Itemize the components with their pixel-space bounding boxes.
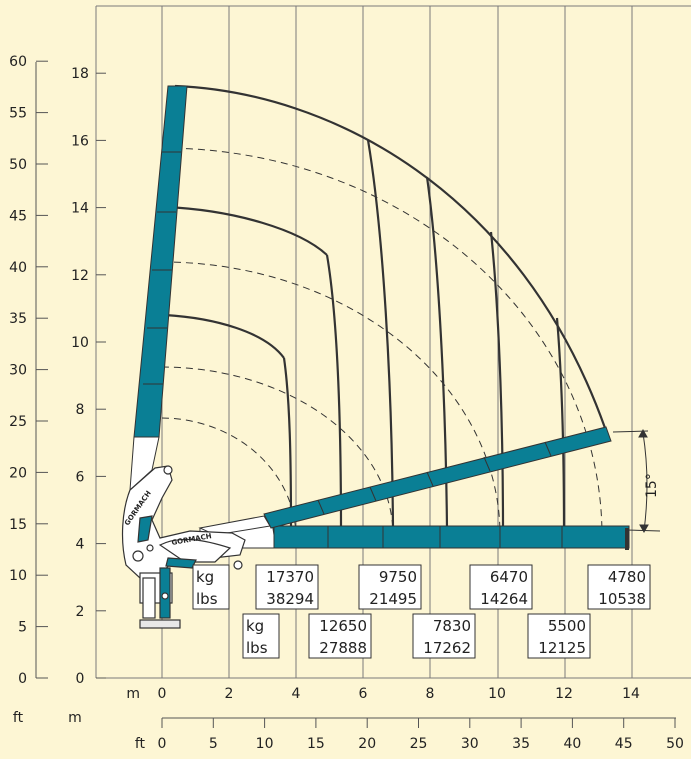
ft-left-tick: 10 — [9, 568, 27, 584]
load-boxes: 17370 38294 12650 27888 9750 21495 7830 17262 64… — [255, 564, 651, 659]
dashed-arcs — [161, 147, 603, 536]
m-bottom-tick: 2 — [225, 686, 234, 702]
ft-bottom-tick: 35 — [512, 736, 530, 752]
angled-boom — [198, 426, 612, 536]
m-left-tick: 4 — [76, 537, 85, 553]
unit-box-2: kg lbs — [242, 613, 280, 659]
load-kg: 6470 — [490, 568, 528, 586]
m-bottom-tick: 10 — [488, 686, 506, 702]
vertical-3 — [366, 139, 395, 531]
m-bottom-label: m — [126, 686, 140, 702]
load-kg: 5500 — [548, 617, 586, 635]
ft-left-label: ft — [13, 710, 24, 726]
unit-kg-2: kg — [246, 617, 264, 635]
m-left-tick: 2 — [76, 604, 85, 620]
ft-left-tick: 20 — [9, 465, 27, 481]
ft-bottom-tick: 25 — [410, 736, 428, 752]
vertical-6 — [555, 317, 566, 531]
ft-left-tick: 30 — [9, 363, 27, 379]
ft-bottom-tick: 40 — [563, 736, 581, 752]
m-bottom-tick: 6 — [359, 686, 368, 702]
ft-left-tick: 15 — [9, 517, 27, 533]
machine-body — [121, 465, 246, 629]
dashed-arc-4 — [161, 147, 603, 536]
vertical-2 — [325, 254, 343, 531]
unit-lbs-2: lbs — [246, 639, 268, 657]
vertical-1 — [282, 357, 293, 531]
solid-arc-outer — [174, 84, 607, 429]
m-left-tick: 6 — [76, 469, 85, 485]
load-lbs: 12125 — [538, 639, 586, 657]
ft-left-tick: 5 — [18, 620, 27, 636]
load-box: 5500 12125 — [527, 613, 591, 659]
load-box: 12650 27888 — [308, 613, 372, 659]
unit-kg-1: kg — [196, 568, 214, 586]
m-left-tick: 14 — [71, 201, 89, 217]
ft-bottom-tick: 5 — [209, 736, 218, 752]
load-lbs: 17262 — [423, 639, 471, 657]
load-box: 9750 21495 — [358, 564, 422, 610]
vertical-boom — [129, 85, 188, 492]
load-lbs: 38294 — [266, 590, 314, 608]
load-lbs: 10538 — [598, 590, 646, 608]
m-left-tick: 0 — [76, 671, 85, 687]
angle-label: 15° — [644, 473, 660, 498]
load-lbs: 14264 — [480, 590, 528, 608]
ft-left-tick: 60 — [9, 54, 27, 70]
solid-curves — [164, 84, 648, 532]
vertical-5 — [489, 231, 505, 531]
axes: 051015202530354045505560024681012141618f… — [9, 54, 684, 752]
load-kg: 12650 — [319, 617, 367, 635]
m-left-tick: 18 — [71, 66, 89, 82]
load-box: 17370 38294 — [255, 564, 319, 610]
ft-bottom-tick: 0 — [158, 736, 167, 752]
unit-lbs-1: lbs — [196, 590, 218, 608]
ft-left-tick: 45 — [9, 208, 27, 224]
ft-bottom-label: ft — [135, 736, 146, 752]
ft-left-tick: 0 — [18, 671, 27, 687]
m-bottom-tick: 8 — [426, 686, 435, 702]
dashed-arc-2 — [161, 366, 394, 536]
m-left-tick: 12 — [71, 268, 89, 284]
dashed-arc-3 — [161, 261, 501, 536]
m-left-tick: 10 — [71, 335, 89, 351]
load-box: 4780 10538 — [587, 564, 651, 610]
vertical-4 — [425, 176, 449, 531]
load-kg: 9750 — [379, 568, 417, 586]
m-left-tick: 8 — [76, 402, 85, 418]
unit-box-1: kg lbs — [192, 564, 230, 610]
m-bottom-tick: 12 — [555, 686, 573, 702]
ft-bottom-tick: 15 — [307, 736, 325, 752]
ft-left-tick: 25 — [9, 414, 27, 430]
ft-left-tick: 50 — [9, 157, 27, 173]
m-bottom-tick: 14 — [622, 686, 640, 702]
m-left-label: m — [68, 710, 82, 726]
ft-bottom-tick: 50 — [666, 736, 684, 752]
m-bottom-tick: 4 — [292, 686, 301, 702]
ft-left-tick: 40 — [9, 260, 27, 276]
load-lbs: 21495 — [369, 590, 417, 608]
ft-left-tick: 35 — [9, 311, 27, 327]
load-box: 7830 17262 — [412, 613, 476, 659]
load-lbs: 27888 — [319, 639, 367, 657]
load-kg: 17370 — [266, 568, 314, 586]
load-kg: 4780 — [608, 568, 646, 586]
ft-bottom-tick: 20 — [358, 736, 376, 752]
load-kg: 7830 — [433, 617, 471, 635]
ft-bottom-tick: 45 — [615, 736, 633, 752]
m-left-tick: 16 — [71, 133, 89, 149]
solid-arc-1 — [164, 313, 285, 359]
angle-arc — [642, 432, 648, 532]
m-bottom-tick: 0 — [158, 686, 167, 702]
load-box: 6470 14264 — [469, 564, 533, 610]
angle-markers — [612, 428, 661, 534]
ft-bottom-tick: 30 — [461, 736, 479, 752]
ft-bottom-tick: 10 — [256, 736, 274, 752]
ft-left-tick: 55 — [9, 106, 27, 122]
solid-arc-2 — [164, 205, 328, 256]
